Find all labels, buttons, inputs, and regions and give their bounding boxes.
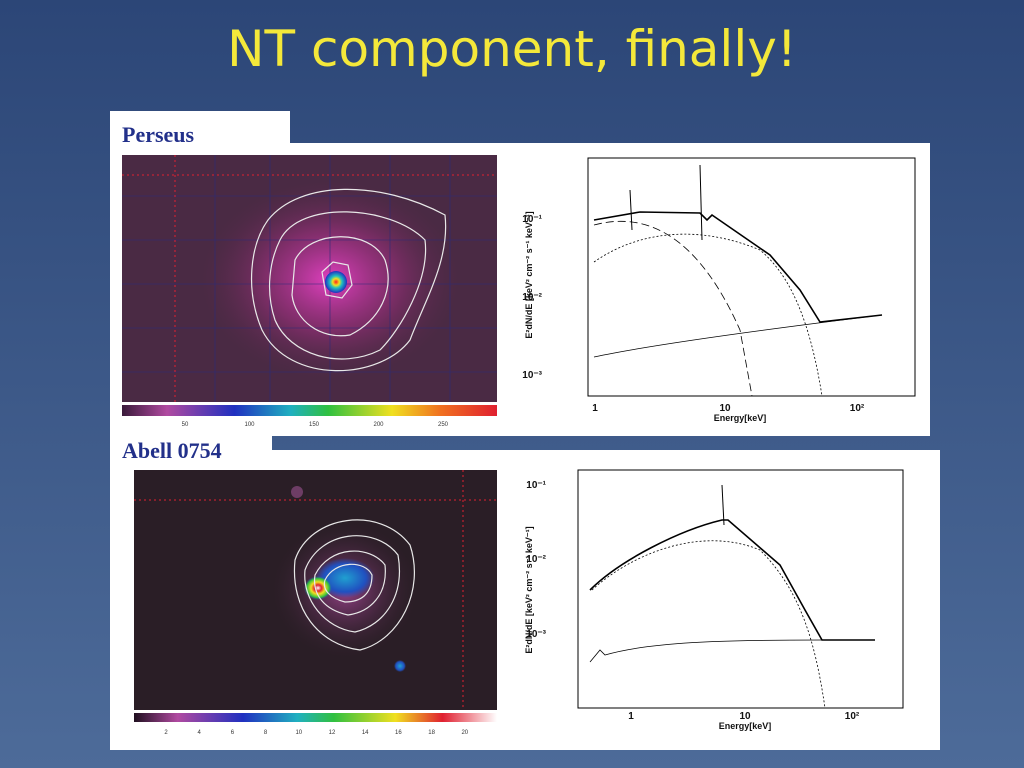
colorbar-tick: 16 [395,730,402,736]
colorbar-tick: 250 [438,422,449,428]
slide-title: NT component, finally! [227,20,797,78]
colorbar-tick: 4 [198,730,202,736]
x-tick-label: 10² [850,403,865,414]
spectrum-plot [587,157,916,397]
x-tick-label: 10 [739,711,751,722]
label-box [110,436,272,466]
x-axis-label: Energy[keV] [719,721,772,731]
colorbar-tick: 150 [309,422,320,428]
colorbar-tick: 8 [264,730,268,736]
panel-label: Perseus [122,122,195,147]
panel-label: Abell 0754 [122,438,222,463]
xray-image [122,155,497,416]
y-tick-label: 10⁻¹ [526,480,546,491]
x-tick-label: 1 [592,403,598,414]
colorbar-tick: 18 [428,730,435,736]
y-tick-label: 10⁻³ [522,370,542,381]
labels: 50 100 150 200 250 1 10 10² 10⁻¹ 10⁻² 10⁻³ Energy[k… [164,211,865,736]
x-tick-label: 1 [628,711,634,722]
colorbar-tick: 2 [164,730,168,736]
colorbar-tick: 200 [373,422,384,428]
colorbar-tick: 10 [295,730,302,736]
colorbar-tick: 6 [231,730,235,736]
colorbar-tick: 14 [362,730,369,736]
y-tick-label: 10⁻² [526,554,546,565]
y-axis-label: E²dN/dE [keV² cm⁻² s⁻¹ keV⁻¹] [524,211,534,338]
colorbar-tick: 50 [182,422,189,428]
y-tick-label: 10⁻³ [526,629,546,640]
x-tick-label: 10² [845,711,860,722]
spectrum-plot [577,469,904,709]
x-axis-label: Energy[keV] [714,413,767,423]
y-tick-label: 10⁻² [522,292,542,303]
y-axis-label: E²dN/dE [keV² cm⁻² s⁻¹ keV⁻¹] [524,526,534,653]
y-tick-label: 10⁻¹ [522,214,542,225]
label-box [110,111,290,151]
colorbar-tick: 100 [244,422,255,428]
xray-image [134,470,497,722]
x-tick-label: 10 [719,403,731,414]
colorbar-tick: 12 [329,730,336,736]
colorbar-tick: 20 [461,730,468,736]
